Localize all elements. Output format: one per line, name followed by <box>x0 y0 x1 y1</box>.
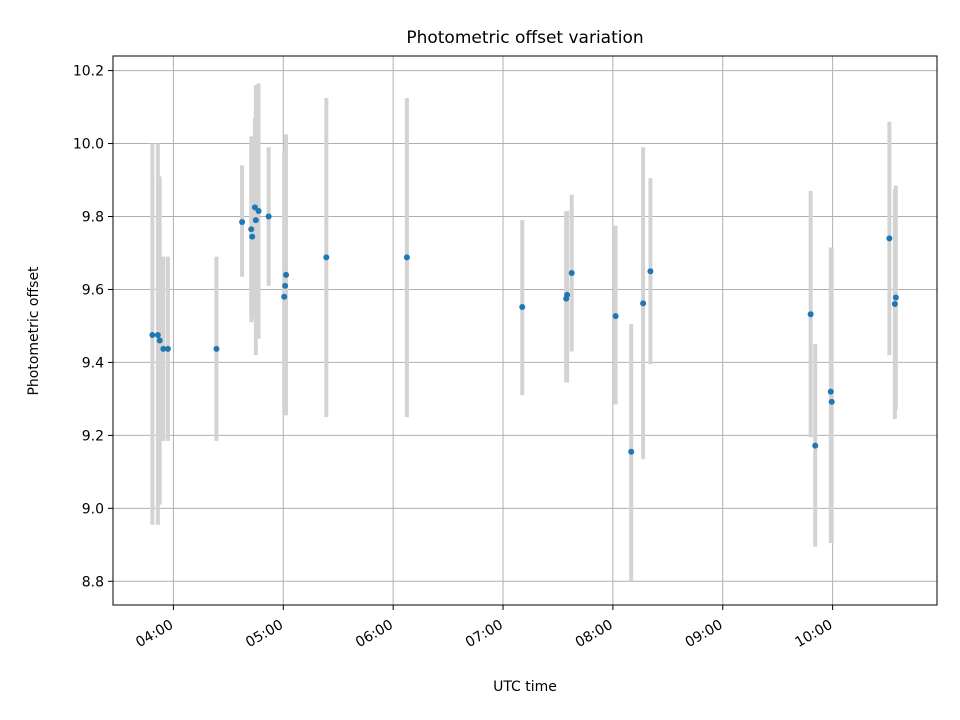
y-tick-label: 9.2 <box>82 428 104 444</box>
x-tick-label: 08:00 <box>573 617 616 651</box>
data-point <box>892 294 899 301</box>
data-point <box>564 291 571 298</box>
data-point <box>149 332 156 339</box>
data-point <box>283 271 290 278</box>
data-point <box>827 388 834 395</box>
data-point <box>403 254 410 261</box>
data-point <box>160 345 167 352</box>
data-point <box>647 268 654 275</box>
data-point <box>519 303 526 310</box>
y-axis-label: Photometric offset <box>26 266 42 396</box>
x-tick-label: 09:00 <box>683 617 726 651</box>
data-point <box>568 270 575 277</box>
data-point <box>164 345 171 352</box>
data-point <box>812 442 819 449</box>
data-points <box>149 204 899 455</box>
y-tick-label: 10.2 <box>73 64 104 80</box>
data-point <box>251 204 258 211</box>
y-tick-label: 8.8 <box>82 574 104 590</box>
data-point <box>282 282 289 289</box>
y-tick-label: 9.0 <box>82 501 104 517</box>
data-point <box>252 217 259 224</box>
y-tick-label: 9.8 <box>82 210 104 226</box>
data-point <box>891 301 898 308</box>
data-point <box>156 337 163 344</box>
y-tick-label: 9.6 <box>82 282 104 298</box>
data-point <box>612 313 619 320</box>
x-axis-label: UTC time <box>493 679 557 695</box>
data-point <box>248 226 255 233</box>
data-point <box>323 254 330 261</box>
error-bars <box>150 83 898 582</box>
data-point <box>213 345 220 352</box>
axis-ticks: 04:00 05:00 06:00 07:00 08:00 09:00 10:00 8.8 9.… <box>73 64 836 651</box>
x-tick-label: 10:00 <box>792 617 835 651</box>
x-tick-label: 04:00 <box>133 617 176 651</box>
data-point <box>281 293 288 300</box>
x-tick-label: 07:00 <box>463 617 506 651</box>
data-point <box>265 213 272 220</box>
x-tick-label: 06:00 <box>353 617 396 651</box>
data-point <box>239 218 246 225</box>
data-point <box>628 448 635 455</box>
data-point <box>807 311 814 318</box>
data-point <box>154 332 161 339</box>
data-point <box>640 300 647 307</box>
data-point <box>886 235 893 242</box>
chart-title: Photometric offset variation <box>406 28 643 48</box>
x-tick-label: 05:00 <box>243 617 286 651</box>
plot-frame <box>112 55 938 606</box>
data-point <box>828 398 835 405</box>
y-tick-label: 10.0 <box>73 137 104 153</box>
data-point <box>249 233 256 240</box>
y-tick-label: 9.4 <box>82 355 104 371</box>
data-point <box>255 208 262 215</box>
